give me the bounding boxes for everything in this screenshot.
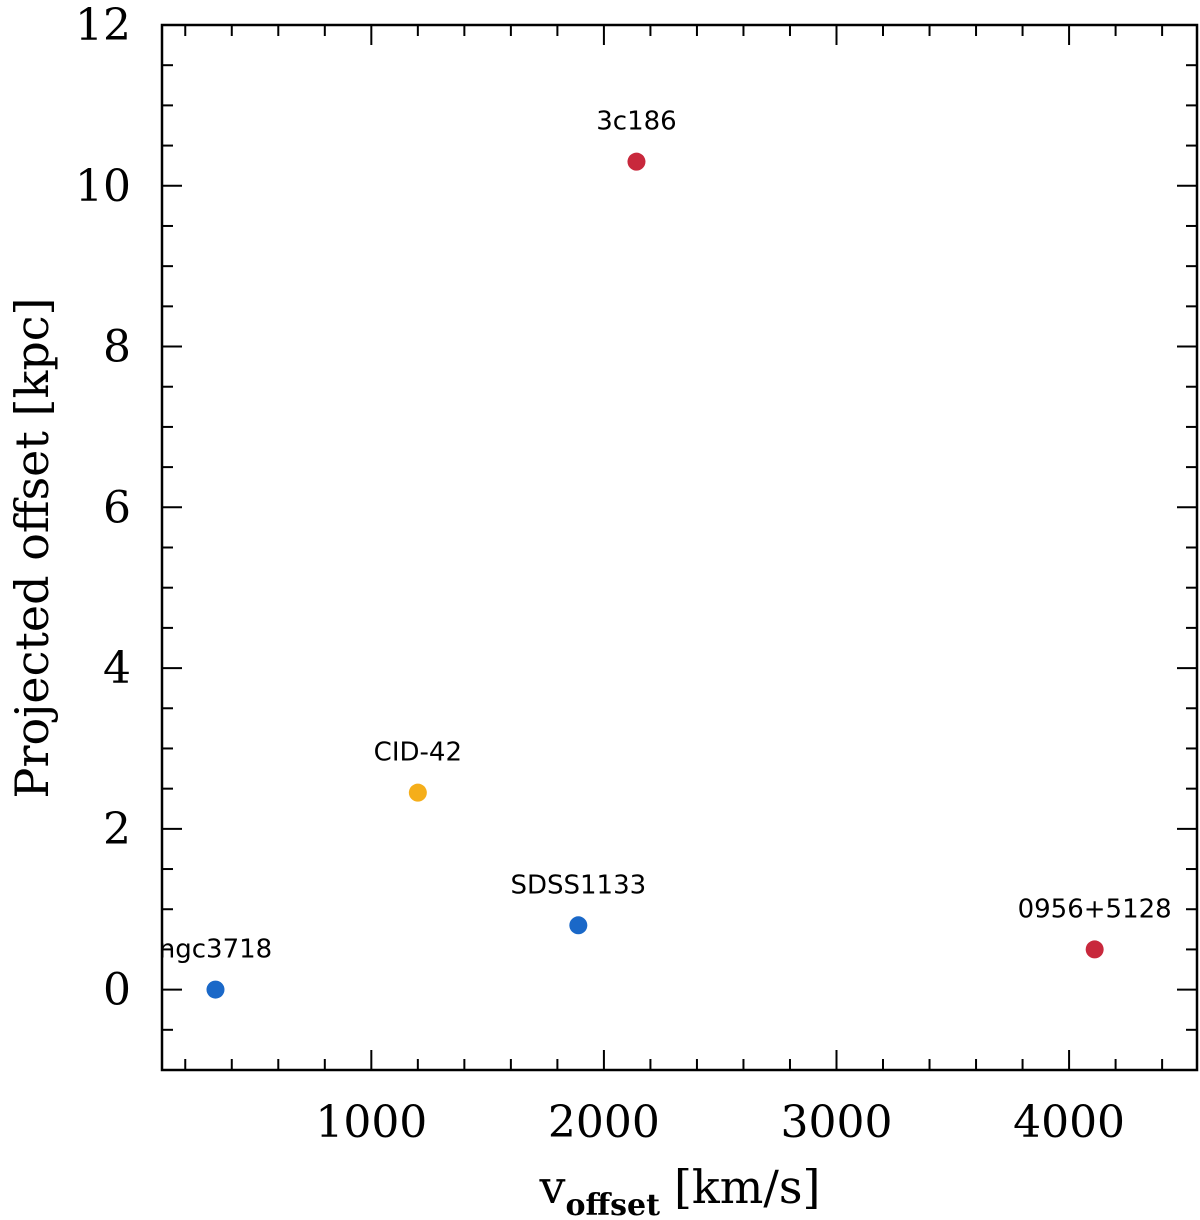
- y-tick-label: 6: [103, 482, 131, 533]
- point-label: ngc3718: [159, 935, 272, 965]
- x-tick-label: 2000: [548, 1097, 660, 1148]
- y-tick-labels: 0 2 4 6 8 10 12: [75, 0, 131, 1016]
- data-point: [408, 783, 427, 802]
- data-point: [1085, 940, 1104, 959]
- y-tick-label: 0: [103, 965, 131, 1016]
- data-point: [206, 980, 225, 999]
- x-axis-label: voffset [km/s]: [539, 1160, 821, 1220]
- x-axis-label-main: v: [539, 1160, 566, 1214]
- point-labels: ngc3718 CID-42 SDSS1133 3c186 0956+5128: [159, 107, 1172, 965]
- x-tick-label: 1000: [315, 1097, 427, 1148]
- x-axis-label-subscript: offset: [566, 1188, 661, 1220]
- y-tick-label: 4: [103, 643, 131, 694]
- point-label: SDSS1133: [510, 870, 646, 900]
- y-tick-label: 12: [75, 0, 131, 51]
- data-point: [627, 152, 646, 171]
- y-tick-label: 2: [103, 804, 131, 855]
- point-label: CID-42: [374, 738, 462, 768]
- y-tick-label: 10: [75, 161, 131, 212]
- data-points: [206, 152, 1104, 999]
- x-axis-label-unit: [km/s]: [674, 1160, 821, 1214]
- minor-ticks: [162, 25, 1197, 1071]
- x-tick-labels: 1000 2000 3000 4000: [315, 1097, 1125, 1148]
- point-label: 3c186: [596, 107, 676, 137]
- x-tick-label: 3000: [781, 1097, 893, 1148]
- data-point: [569, 916, 588, 935]
- major-ticks: [162, 24, 1197, 1070]
- point-label: 0956+5128: [1018, 894, 1172, 924]
- y-tick-label: 8: [103, 322, 131, 373]
- y-axis-label: Projected offset [kpc]: [5, 298, 59, 799]
- x-tick-label: 4000: [1013, 1097, 1125, 1148]
